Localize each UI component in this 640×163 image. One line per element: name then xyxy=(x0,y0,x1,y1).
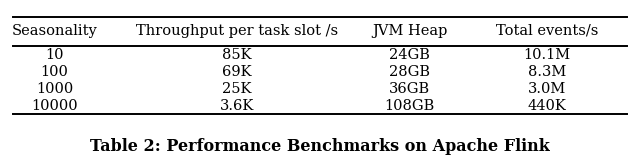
Text: 69K: 69K xyxy=(222,65,252,79)
Text: 24GB: 24GB xyxy=(389,48,430,62)
Text: 1000: 1000 xyxy=(36,82,73,96)
Text: 3.0M: 3.0M xyxy=(528,82,566,96)
Text: 10000: 10000 xyxy=(31,99,77,113)
Text: 28GB: 28GB xyxy=(389,65,430,79)
Text: 10: 10 xyxy=(45,48,63,62)
Text: 108GB: 108GB xyxy=(385,99,435,113)
Text: 10.1M: 10.1M xyxy=(524,48,571,62)
Text: 440K: 440K xyxy=(528,99,566,113)
Text: Table 2: Performance Benchmarks on Apache Flink: Table 2: Performance Benchmarks on Apach… xyxy=(90,138,550,155)
Text: 36GB: 36GB xyxy=(389,82,430,96)
Text: Seasonality: Seasonality xyxy=(12,24,97,38)
Text: 3.6K: 3.6K xyxy=(220,99,254,113)
Text: 8.3M: 8.3M xyxy=(528,65,566,79)
Text: Total events/s: Total events/s xyxy=(496,24,598,38)
Text: JVM Heap: JVM Heap xyxy=(372,24,447,38)
Text: 100: 100 xyxy=(40,65,68,79)
Text: 85K: 85K xyxy=(222,48,252,62)
Text: 25K: 25K xyxy=(222,82,252,96)
Text: Throughput per task slot /s: Throughput per task slot /s xyxy=(136,24,338,38)
